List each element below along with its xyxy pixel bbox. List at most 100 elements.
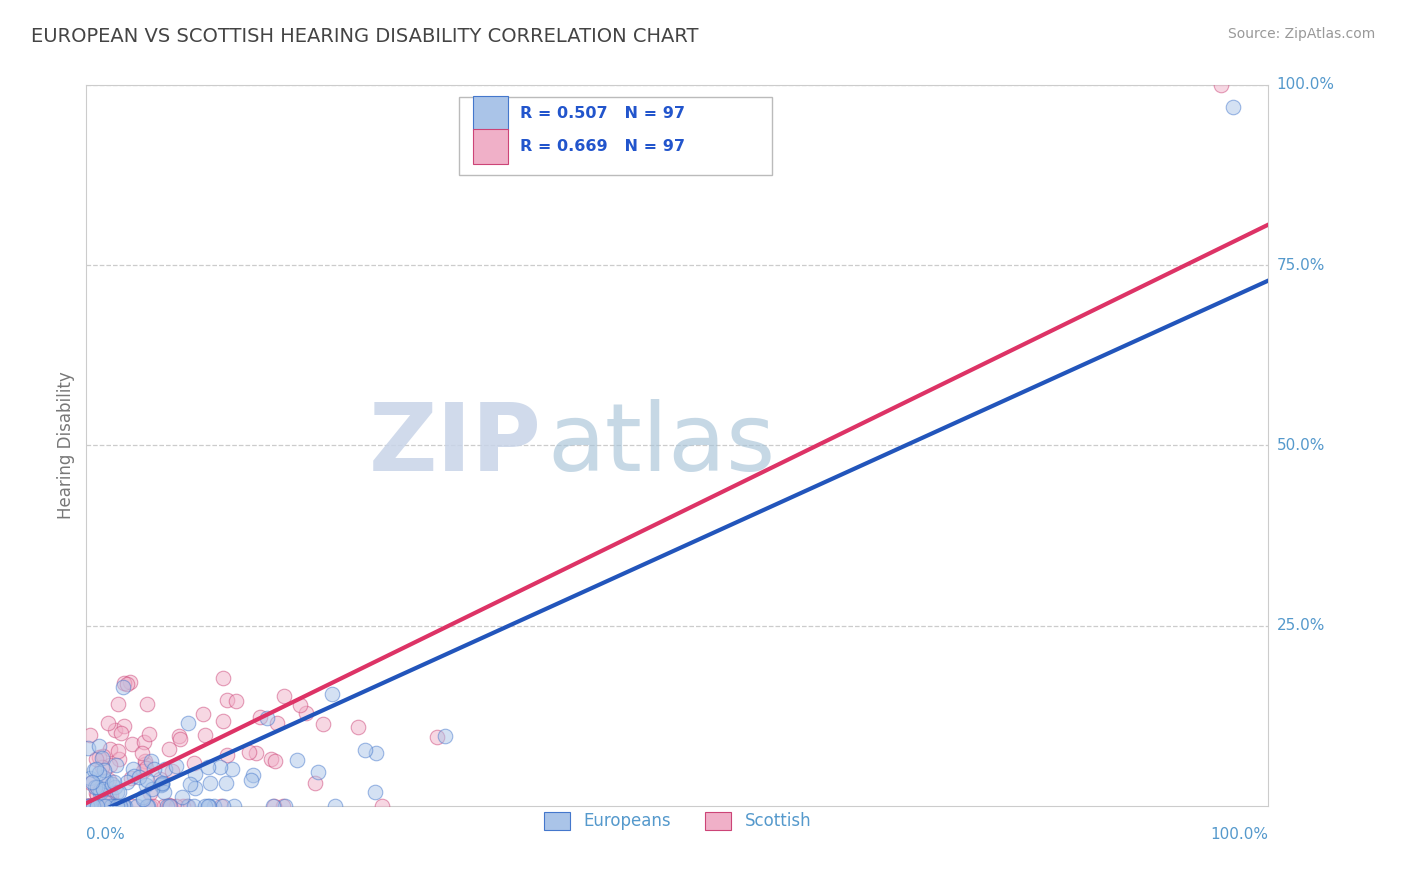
Y-axis label: Hearing Disability: Hearing Disability xyxy=(58,371,75,519)
Point xyxy=(76,798,98,813)
Point xyxy=(112,676,135,690)
Point xyxy=(96,795,118,809)
Point xyxy=(87,798,110,813)
Point xyxy=(80,798,103,813)
Point xyxy=(90,751,112,765)
Text: atlas: atlas xyxy=(547,400,776,491)
Text: 0.0%: 0.0% xyxy=(86,828,125,842)
Text: 50.0%: 50.0% xyxy=(1277,438,1324,453)
Point xyxy=(79,798,101,813)
Point xyxy=(96,798,118,813)
Point xyxy=(153,798,176,813)
Point xyxy=(170,789,193,804)
Point xyxy=(172,798,194,813)
Point xyxy=(98,798,121,813)
Text: R = 0.507   N = 97: R = 0.507 N = 97 xyxy=(520,105,685,120)
Point xyxy=(86,789,108,803)
Point xyxy=(118,674,141,689)
Point xyxy=(150,777,173,791)
Point xyxy=(131,791,153,805)
Point xyxy=(165,798,187,813)
Point xyxy=(125,798,148,813)
Point xyxy=(177,716,200,731)
Text: ZIP: ZIP xyxy=(368,400,541,491)
Point xyxy=(136,798,159,813)
Point xyxy=(82,798,104,813)
Point xyxy=(120,772,142,786)
Point xyxy=(149,778,172,792)
Point xyxy=(183,798,205,813)
Point xyxy=(128,771,150,785)
Point xyxy=(183,756,205,771)
Point xyxy=(157,798,180,813)
Point xyxy=(150,777,173,791)
Point xyxy=(245,747,267,761)
Point xyxy=(183,780,205,795)
Point xyxy=(138,727,160,741)
Point xyxy=(91,760,114,774)
Point xyxy=(157,798,180,813)
Point xyxy=(112,798,135,813)
Point xyxy=(132,734,155,748)
Point xyxy=(262,798,284,813)
Point xyxy=(167,729,190,743)
Point xyxy=(83,798,105,813)
Point xyxy=(104,798,127,813)
Point xyxy=(159,798,181,813)
Point xyxy=(134,756,156,771)
Point xyxy=(256,711,278,725)
Point xyxy=(191,707,214,722)
FancyBboxPatch shape xyxy=(472,95,509,130)
Point xyxy=(143,762,166,776)
Point xyxy=(107,752,129,766)
Point xyxy=(260,751,283,765)
Point xyxy=(104,798,127,813)
Point xyxy=(77,741,100,756)
Point xyxy=(160,764,183,778)
Point xyxy=(108,798,131,813)
Point xyxy=(84,752,107,766)
Point xyxy=(135,697,157,711)
Point xyxy=(266,716,288,731)
Point xyxy=(134,754,156,768)
Point xyxy=(273,798,295,813)
Legend: Europeans, Scottish: Europeans, Scottish xyxy=(537,805,818,837)
Point xyxy=(100,788,122,802)
Point xyxy=(93,798,115,813)
Point xyxy=(105,798,128,813)
Point xyxy=(77,798,100,813)
Point xyxy=(84,786,107,800)
Point xyxy=(194,728,217,742)
Point xyxy=(225,694,247,708)
Point xyxy=(80,775,103,789)
Point xyxy=(150,775,173,789)
Point xyxy=(110,798,132,813)
Point xyxy=(97,798,120,813)
Point xyxy=(132,764,155,778)
Point xyxy=(139,755,162,769)
Point xyxy=(121,798,143,813)
Point xyxy=(132,790,155,805)
Text: Source: ZipAtlas.com: Source: ZipAtlas.com xyxy=(1227,27,1375,41)
Point xyxy=(239,773,262,788)
Point xyxy=(1211,78,1233,92)
Point xyxy=(114,798,136,813)
Point xyxy=(370,798,392,813)
Point xyxy=(86,798,108,813)
Point xyxy=(103,798,125,813)
Point xyxy=(91,770,114,784)
Text: 100.0%: 100.0% xyxy=(1211,828,1268,842)
Point xyxy=(354,743,377,757)
Text: 75.0%: 75.0% xyxy=(1277,258,1324,273)
Point xyxy=(263,798,285,813)
Point xyxy=(169,732,191,747)
Point xyxy=(273,690,295,704)
Point xyxy=(93,763,115,777)
Point xyxy=(426,730,449,744)
Point xyxy=(198,775,221,789)
Point xyxy=(347,720,370,734)
Point xyxy=(111,798,134,813)
Point xyxy=(124,769,146,783)
Point xyxy=(212,714,235,729)
Point xyxy=(89,750,111,764)
